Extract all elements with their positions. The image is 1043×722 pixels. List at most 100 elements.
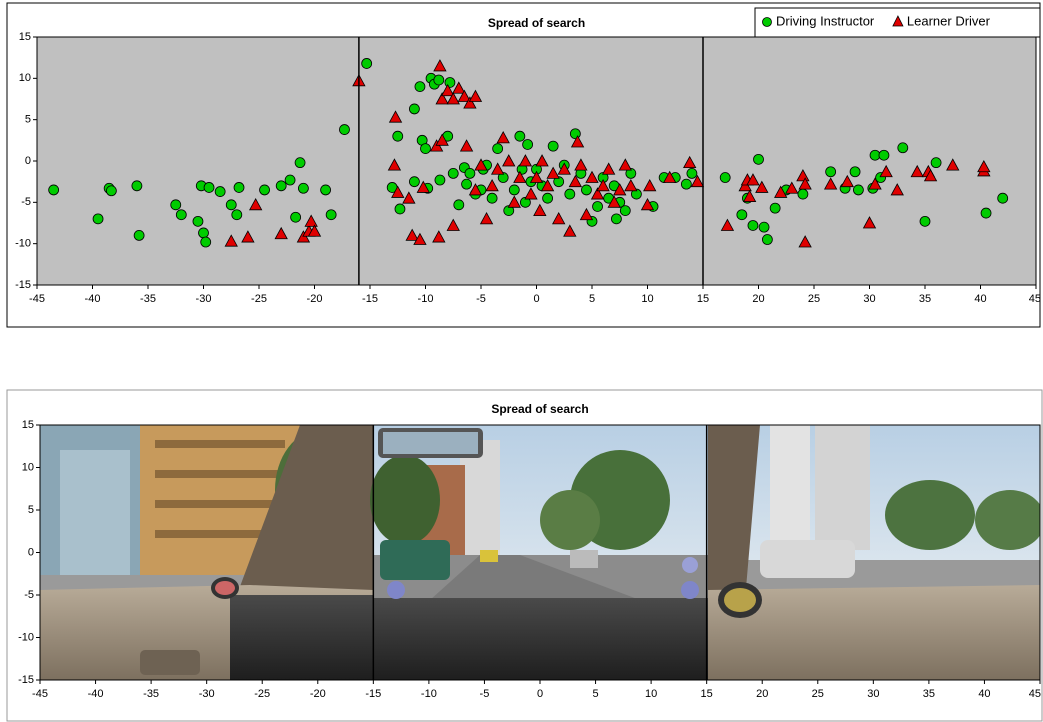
data-point: [552, 212, 566, 225]
data-point: [568, 174, 583, 188]
x-tick-label: 10: [641, 293, 653, 305]
data-point: [408, 176, 420, 188]
data-point: [392, 130, 404, 142]
data-point: [686, 167, 698, 179]
data-point: [980, 207, 992, 219]
data-point: [508, 184, 520, 196]
data-point: [461, 178, 472, 190]
data-point: [607, 195, 621, 208]
data-point: [468, 183, 483, 196]
data-point: [435, 92, 449, 105]
x-tick-label: 30: [867, 688, 879, 700]
data-point: [320, 184, 332, 196]
y-tick-label: 5: [28, 504, 34, 516]
data-point: [690, 174, 705, 188]
x-tick-label: -10: [421, 688, 437, 700]
data-point: [585, 170, 599, 183]
data-point: [624, 178, 638, 192]
data-point: [408, 103, 420, 115]
data-point: [468, 89, 483, 102]
data-point: [563, 224, 577, 237]
data-point: [758, 221, 770, 233]
data-point: [520, 196, 531, 208]
data-point: [214, 186, 226, 197]
data-point: [503, 205, 515, 217]
data-point: [853, 184, 864, 196]
y-tick-label: 15: [22, 419, 34, 431]
x-tick-label: 35: [923, 688, 935, 700]
x-tick-label: 40: [974, 293, 986, 305]
data-point: [997, 192, 1009, 204]
legend-label: Learner Driver: [907, 13, 991, 28]
data-point: [131, 180, 143, 192]
data-point: [742, 189, 757, 202]
x-tick-label: -30: [199, 688, 215, 700]
data-point: [611, 213, 622, 225]
data-point: [540, 178, 555, 192]
data-point: [946, 158, 960, 171]
data-point: [518, 154, 533, 167]
data-point: [529, 170, 544, 183]
data-point: [259, 184, 270, 196]
data-point: [502, 154, 516, 167]
x-tick-label: 20: [752, 293, 764, 305]
y-tick-label: -10: [15, 238, 31, 250]
data-point: [542, 192, 553, 204]
x-tick-label: 15: [697, 293, 709, 305]
data-point: [496, 131, 510, 144]
x-tick-label: 0: [533, 293, 539, 305]
data-point: [631, 188, 642, 200]
data-point: [444, 77, 456, 88]
data-point: [930, 157, 942, 169]
data-point: [797, 188, 809, 200]
data-point: [416, 180, 430, 193]
data-point: [453, 199, 465, 211]
legend-marker: [762, 17, 772, 27]
data-point: [574, 158, 588, 171]
x-tick-label: 5: [592, 688, 598, 700]
legend-label: Driving Instructor: [776, 13, 875, 28]
x-tick-label: -5: [476, 293, 486, 305]
x-tick-label: 35: [919, 293, 931, 305]
data-point: [579, 207, 594, 221]
data-point: [546, 166, 560, 179]
y-tick-label: 0: [28, 546, 34, 558]
y-tick-label: -15: [15, 279, 31, 291]
y-tick-label: 15: [19, 31, 31, 43]
x-tick-label: -45: [32, 688, 48, 700]
x-tick-label: 20: [756, 688, 768, 700]
data-point: [248, 197, 263, 211]
data-point: [553, 176, 565, 188]
x-tick-label: 25: [812, 688, 824, 700]
data-point: [919, 215, 931, 227]
data-point: [304, 214, 318, 227]
data-point: [433, 59, 447, 72]
data-point: [435, 133, 449, 146]
data-point: [769, 202, 781, 214]
data-point: [497, 172, 509, 183]
data-point: [485, 178, 499, 192]
data-point: [736, 209, 748, 221]
data-point: [405, 228, 419, 241]
data-point: [680, 178, 692, 190]
data-point: [290, 211, 302, 223]
x-tick-label: -30: [196, 293, 212, 305]
data-point: [825, 166, 837, 178]
data-point: [601, 162, 616, 175]
data-point: [564, 188, 576, 200]
data-point: [224, 234, 238, 247]
data-point: [192, 215, 204, 227]
x-tick-label: -40: [85, 293, 101, 305]
data-point: [798, 235, 812, 248]
x-tick-label: -25: [254, 688, 270, 700]
data-point: [446, 92, 460, 105]
x-tick-label: 40: [978, 688, 990, 700]
data-point: [522, 139, 534, 150]
data-point: [590, 187, 605, 200]
data-point: [420, 143, 431, 155]
data-point: [490, 162, 505, 175]
data-point: [200, 236, 212, 248]
data-point: [388, 110, 403, 123]
data-point: [170, 199, 182, 211]
